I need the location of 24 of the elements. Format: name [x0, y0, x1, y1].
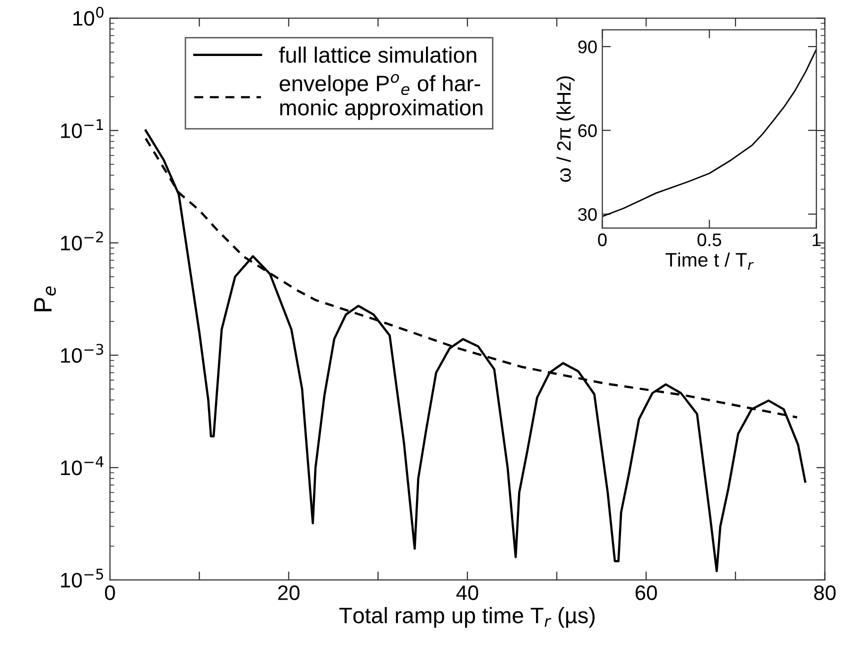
y-tick-label: 10$^{0}$ [73, 6, 104, 26]
y-tick-label: 30 [578, 208, 597, 221]
y-tick-label: 90 [578, 40, 597, 54]
y-tick-label: 10$^{−4}$ [61, 456, 104, 476]
line-series [602, 48, 816, 218]
y-axis-title: P$_{e}$ [34, 286, 56, 312]
x-tick-label: 40 [456, 585, 478, 600]
x-tick-label: 60 [636, 585, 657, 600]
x-axis-title: Total ramp up time T$_{r}$ (µs) [339, 607, 595, 628]
x-tick-label: 0 [105, 585, 115, 600]
x-tick-label: 0 [598, 233, 607, 246]
x-tick-label: 1 [812, 234, 821, 246]
x-tick-label: 20 [278, 585, 300, 600]
legend-label: envelope P$^{o}$$_{e}$ of har- monic approximation [280, 74, 482, 120]
y-tick-label: 10$^{−1}$ [61, 119, 104, 138]
y-axis-title: ω / 2π (kHz) [556, 76, 575, 182]
y-tick-label: 10$^{−2}$ [61, 231, 103, 250]
legend-label: full lattice simulation [279, 46, 476, 63]
y-tick-label: 10$^{−3}$ [61, 344, 104, 363]
y-tick-label: 60 [578, 124, 597, 138]
x-tick-label: 80 [814, 585, 836, 600]
y-tick-label: 10$^{−5}$ [61, 568, 104, 588]
x-axis-title: Time t / T$_{r}$ [666, 252, 754, 270]
x-tick-label: 0.5 [698, 233, 722, 246]
